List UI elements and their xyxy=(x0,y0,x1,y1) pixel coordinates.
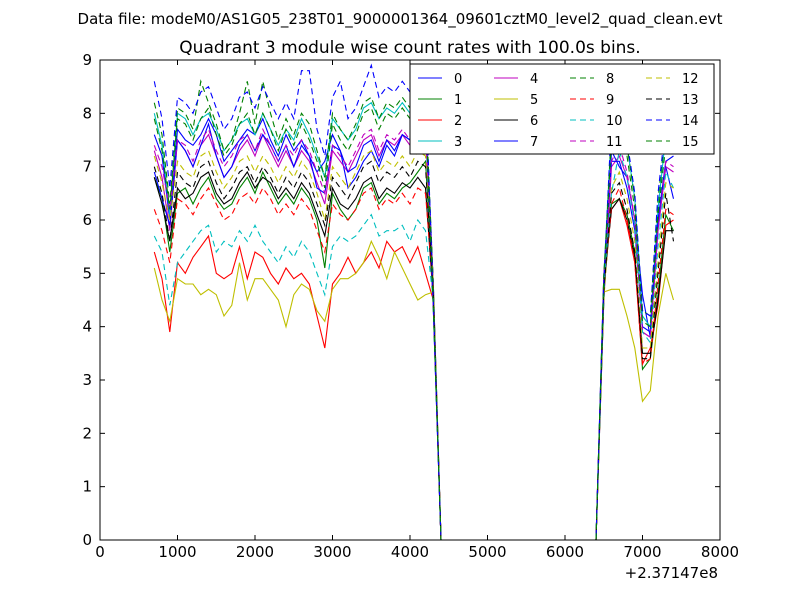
y-tick-label: 4 xyxy=(82,318,92,336)
y-tick-label: 6 xyxy=(82,211,92,229)
x-tick-label: 1000 xyxy=(158,543,196,561)
x-tick-label: 4000 xyxy=(391,543,429,561)
x-tick-label: 6000 xyxy=(546,543,584,561)
x-tick-label: 8000 xyxy=(701,543,739,561)
axis-ticks: 0 1000 2000 3000 4000 5000 6000 7000 80000123456… xyxy=(82,51,739,561)
x-offset-label: +2.37147e8 xyxy=(625,564,718,582)
series-line-12 xyxy=(153,149,674,541)
legend-label-9: 9 xyxy=(606,93,614,108)
series-line-13 xyxy=(153,160,675,541)
legend-label-4: 4 xyxy=(530,72,538,87)
legend-label-14: 14 xyxy=(682,114,699,129)
y-tick-label: 3 xyxy=(82,371,92,389)
legend-label-8: 8 xyxy=(606,72,614,87)
legend-label-1: 1 xyxy=(454,93,462,108)
series-line-6 xyxy=(153,170,674,541)
chart-title: Quadrant 3 module wise count rates with … xyxy=(179,38,640,58)
x-tick-label: 5000 xyxy=(468,543,506,561)
series-line-1 xyxy=(153,159,674,541)
plot-lines xyxy=(153,63,675,541)
y-tick-label: 7 xyxy=(82,158,92,176)
y-tick-label: 0 xyxy=(82,531,92,549)
x-tick-label: 0 xyxy=(95,543,105,561)
y-tick-label: 5 xyxy=(82,264,92,282)
legend-label-15: 15 xyxy=(682,135,699,150)
series-line-3 xyxy=(153,96,674,541)
series-line-9 xyxy=(153,186,674,541)
y-tick-label: 2 xyxy=(82,424,92,442)
legend-box xyxy=(409,63,715,155)
series-line-15 xyxy=(153,101,674,541)
y-tick-label: 1 xyxy=(82,478,92,496)
series-line-2 xyxy=(153,197,674,541)
x-tick-label: 2000 xyxy=(236,543,274,561)
series-line-11 xyxy=(153,123,674,541)
y-tick-label: 9 xyxy=(82,51,92,69)
legend-label-0: 0 xyxy=(454,72,462,87)
y-tick-label: 8 xyxy=(82,104,92,122)
legend-label-7: 7 xyxy=(530,135,538,150)
x-tick-label: 3000 xyxy=(313,543,351,561)
legend-label-2: 2 xyxy=(454,114,462,129)
legend-label-5: 5 xyxy=(530,93,538,108)
legend-label-12: 12 xyxy=(682,72,699,87)
x-tick-label: 7000 xyxy=(623,543,661,561)
series-line-5 xyxy=(153,239,675,541)
series-line-10 xyxy=(153,150,674,541)
legend-label-3: 3 xyxy=(454,135,462,150)
legend-label-11: 11 xyxy=(606,135,623,150)
chart-suptitle: Data file: modeM0/AS1G05_238T01_90000013… xyxy=(78,10,723,29)
series-line-7 xyxy=(153,122,674,541)
series-line-0 xyxy=(153,107,675,541)
legend-label-13: 13 xyxy=(682,93,699,108)
legend-label-6: 6 xyxy=(530,114,538,129)
legend-label-10: 10 xyxy=(606,114,623,129)
